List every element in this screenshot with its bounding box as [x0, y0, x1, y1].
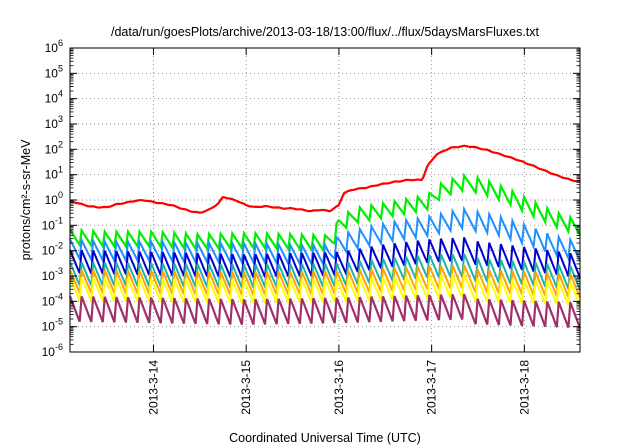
y-tick-exponent: -1: [55, 215, 63, 225]
y-tick-base: 10: [45, 193, 59, 207]
chart-title: /data/run/goesPlots/archive/2013-03-18/1…: [111, 25, 540, 39]
x-tick-label: 2013-3-18: [517, 360, 531, 415]
y-tick-base: 10: [45, 92, 59, 106]
y-tick-label: 106: [45, 38, 63, 55]
y-tick-base: 10: [42, 244, 56, 258]
y-tick-label: 105: [45, 63, 63, 80]
y-tick-base: 10: [45, 168, 59, 182]
series-line-8: [68, 293, 582, 329]
series-line-7: [69, 273, 581, 306]
y-tick-label: 10-6: [42, 342, 63, 359]
x-tick-label: 2013-3-16: [332, 360, 346, 415]
series-line-3: [69, 205, 581, 268]
y-tick-base: 10: [42, 294, 56, 308]
y-tick-exponent: 1: [58, 165, 63, 175]
y-tick-label: 10-5: [42, 317, 63, 334]
y-tick-exponent: -2: [55, 241, 63, 251]
y-tick-exponent: -6: [55, 342, 63, 352]
data-series-group: [68, 144, 582, 329]
plot-frame: [69, 47, 581, 353]
y-tick-base: 10: [42, 218, 56, 232]
series-line-2: [69, 172, 581, 254]
y-tick-exponent: 4: [58, 89, 63, 99]
series-line-4: [69, 237, 581, 279]
y-tick-base: 10: [45, 117, 59, 131]
y-tick-exponent: 6: [58, 38, 63, 48]
axes: [69, 47, 581, 353]
series-line-1: [69, 144, 581, 214]
y-tick-exponent: 2: [58, 139, 63, 149]
series-line-6: [69, 264, 581, 298]
y-tick-label: 10-1: [42, 215, 63, 232]
y-tick-labels: 10-610-510-410-310-210-11001011021031041…: [42, 38, 63, 359]
y-tick-base: 10: [45, 41, 59, 55]
y-axis-label: protons/cm²-s-sr-MeV: [19, 139, 33, 261]
y-tick-label: 102: [45, 139, 63, 156]
x-axis-label: Coordinated Universal Time (UTC): [229, 431, 421, 445]
series-line-5: [69, 253, 581, 291]
y-tick-exponent: -5: [55, 317, 63, 327]
y-tick-exponent: 0: [58, 190, 63, 200]
x-tick-labels: 2013-3-14 2013-3-15 2013-3-16 2013-3-17 2013…: [146, 360, 531, 415]
y-tick-label: 10-3: [42, 266, 63, 283]
y-tick-base: 10: [45, 142, 59, 156]
y-tick-base: 10: [45, 66, 59, 80]
y-tick-label: 101: [45, 165, 63, 182]
y-tick-exponent: 3: [58, 114, 63, 124]
y-tick-label: 103: [45, 114, 63, 131]
x-tick-label: 2013-3-17: [425, 360, 439, 415]
y-tick-base: 10: [42, 269, 56, 283]
y-tick-base: 10: [42, 345, 56, 359]
y-tick-exponent: -4: [55, 291, 63, 301]
y-tick-label: 10-4: [42, 291, 63, 308]
y-tick-exponent: 5: [58, 63, 63, 73]
x-tick-label: 2013-3-14: [146, 360, 160, 415]
x-tick-label: 2013-3-15: [239, 360, 253, 415]
y-tick-exponent: -3: [55, 266, 63, 276]
y-tick-label: 100: [45, 190, 63, 207]
y-tick-base: 10: [42, 320, 56, 334]
y-tick-label: 10-2: [42, 241, 63, 258]
y-tick-label: 104: [45, 89, 63, 106]
